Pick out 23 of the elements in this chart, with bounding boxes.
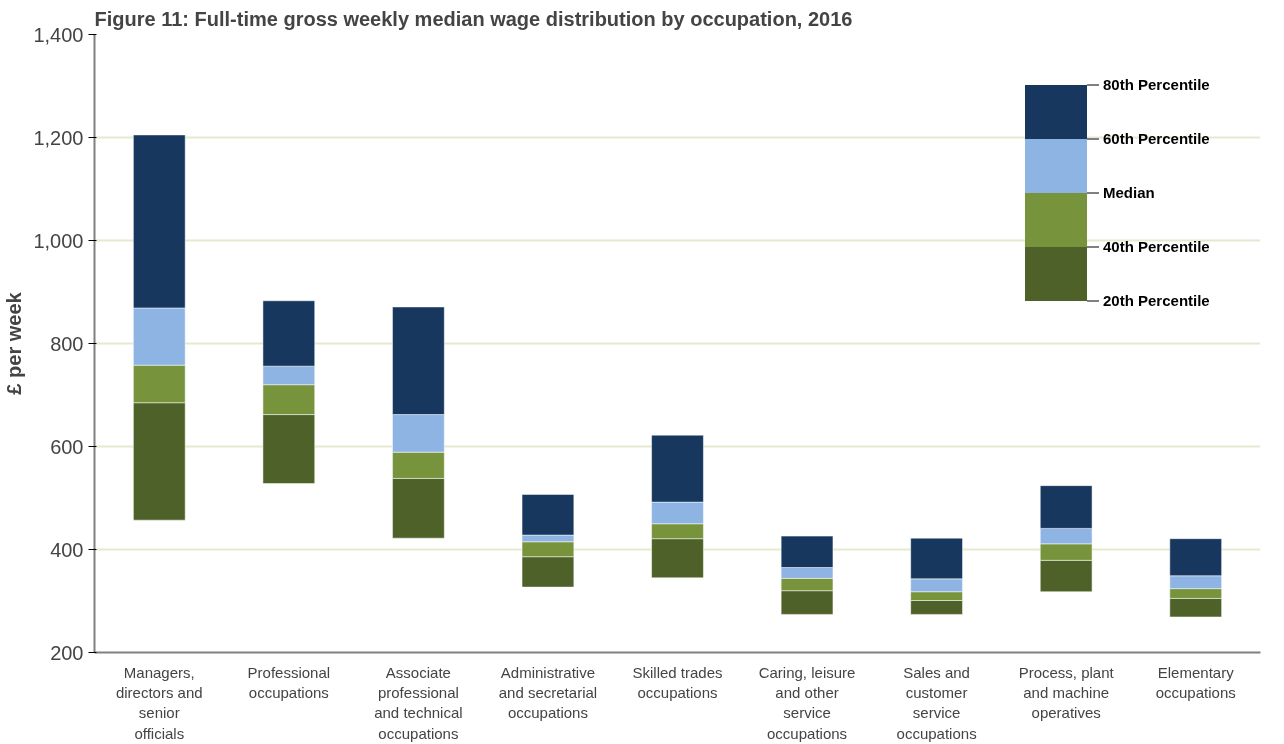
x-tick-label: Skilled trades occupations: [632, 663, 723, 701]
x-tick-label: Process, plant and machine operatives: [1018, 663, 1115, 722]
annotation: 20th Percentile: [1103, 291, 1210, 311]
x-tick-label: Associate professional and technical occupations: [374, 663, 463, 742]
y-tick-label: 1,200: [33, 126, 84, 149]
x-tick-label: Managers, directors and senior officials: [115, 663, 203, 742]
y-tick-label: 200: [50, 641, 84, 664]
x-tick-label: Caring, leisure and other service occupations: [758, 663, 856, 742]
y-tick-label: 600: [50, 435, 84, 458]
annotation: Median: [1103, 183, 1155, 203]
x-tick-label: Elementary occupations: [1155, 663, 1236, 701]
x-tick-label: Professional occupations: [247, 663, 331, 701]
y-tick-label: 1,400: [33, 23, 84, 46]
y-tick-label: 400: [50, 538, 84, 561]
annotation: 40th Percentile: [1103, 237, 1210, 257]
y-tick-label: 1,000: [33, 229, 84, 252]
x-tick-label: Administrative and secretarial occupations: [498, 663, 598, 722]
annotation: 60th Percentile: [1103, 129, 1210, 149]
y-tick-label: 800: [50, 332, 84, 355]
chart-title: Figure 11: Full-time gross weekly median wage distribution by occupation, 2016: [94, 7, 853, 30]
x-tick-label: Sales and customer service occupations: [896, 663, 977, 742]
annotation: 80th Percentile: [1103, 75, 1210, 95]
y-axis-title: £ per week: [3, 291, 26, 395]
